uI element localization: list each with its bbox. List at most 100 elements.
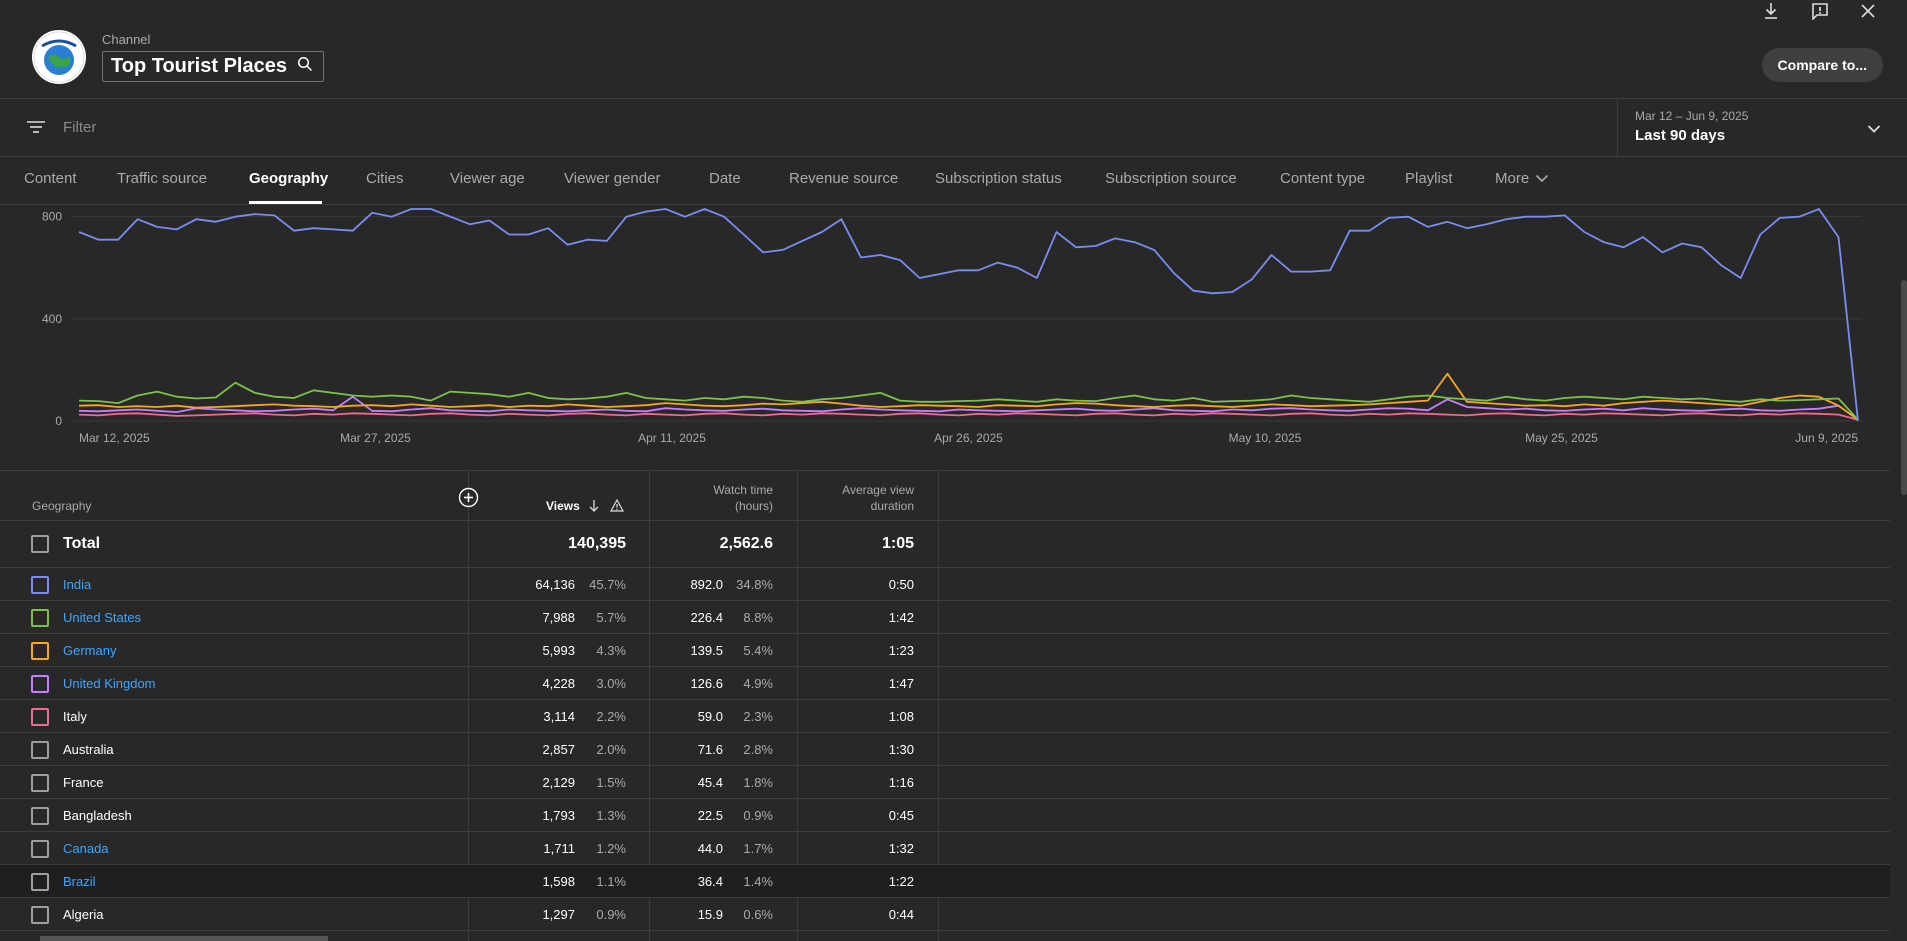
table-row[interactable]: Australia 2,857 2.0% 71.6 2.8% 1:30 [0,733,1890,766]
sort-down-icon[interactable] [588,499,600,518]
row-checkbox[interactable] [31,609,49,627]
views-percent: 4.3% [596,643,626,658]
country-name[interactable]: Brazil [63,874,96,889]
country-name[interactable]: Canada [63,841,109,856]
row-checkbox[interactable] [31,906,49,924]
table-row[interactable]: Bangladesh 1,793 1.3% 22.5 0.9% 0:45 [0,799,1890,832]
watch-time-percent: 8.8% [743,610,773,625]
header-avg-duration[interactable]: Average view [842,483,914,497]
horizontal-scrollbar[interactable] [40,936,328,941]
country-name[interactable]: Germany [63,643,117,658]
tab-content[interactable]: Content [24,170,77,187]
tab-subscription-source[interactable]: Subscription source [1105,170,1237,187]
total-label: Total [63,535,101,552]
header: Channel Top Tourist Places Compare to... [0,0,1907,99]
table-row[interactable]: Germany 5,993 4.3% 139.5 5.4% 1:23 [0,634,1890,667]
x-tick-label: May 25, 2025 [1525,431,1598,445]
row-checkbox[interactable] [31,741,49,759]
views-value: 64,136 [535,577,575,592]
vertical-scrollbar[interactable] [1901,280,1907,495]
row-checkbox[interactable] [31,774,49,792]
search-icon[interactable] [297,56,313,77]
watch-time-value: 139.5 [690,643,723,658]
filter-input[interactable]: Filter [63,119,97,136]
row-checkbox[interactable] [31,576,49,594]
avg-duration-value: 1:47 [888,676,914,691]
series-line[interactable] [78,412,1859,421]
chart-svg: 0 400 800 Mar 12, 2025 Mar 27, 2025 Apr 11, 2… [42,208,1862,445]
tab-content-type[interactable]: Content type [1280,170,1366,187]
watch-time-value: 126.6 [690,676,723,691]
views-value: 1,711 [543,841,575,856]
table-row[interactable]: Italy 3,114 2.2% 59.0 2.3% 1:08 [0,700,1890,733]
row-checkbox[interactable] [31,840,49,858]
views-value: 4,228 [542,676,575,691]
views-percent: 1.1% [596,874,626,889]
tab-more-label: More [1495,170,1530,187]
feedback-icon[interactable] [1809,0,1831,22]
country-name[interactable]: India [63,577,92,592]
row-checkbox[interactable] [31,642,49,660]
tab-more[interactable]: More [1495,170,1549,187]
header-watch-time[interactable]: Watch time [713,483,773,497]
views-value: 1,297 [542,907,575,922]
country-name: Algeria [63,907,104,922]
table-row[interactable]: United Kingdom 4,228 3.0% 126.6 4.9% 1:47 [0,667,1890,700]
filter-icon[interactable] [26,119,46,135]
avg-duration-value: 1:23 [888,643,914,658]
header-views[interactable]: Views [546,499,580,513]
x-tick-label: Apr 26, 2025 [934,431,1003,445]
tab-viewer-age[interactable]: Viewer age [450,170,525,187]
watch-time-percent: 2.3% [743,709,773,724]
row-checkbox[interactable] [31,708,49,726]
avg-duration-value: 0:45 [888,808,914,823]
watch-time-value: 892.0 [690,577,723,592]
download-icon[interactable] [1760,0,1782,22]
tab-geography[interactable]: Geography [249,170,329,187]
country-name: France [63,775,104,790]
series-line[interactable] [78,381,1859,421]
watch-time-value: 45.4 [697,775,723,790]
close-icon[interactable] [1857,0,1879,22]
tab-revenue-source[interactable]: Revenue source [789,170,899,187]
watch-time-percent: 2.8% [743,742,773,757]
header-geography[interactable]: Geography [32,499,92,513]
add-column-icon[interactable] [458,487,479,508]
series-line[interactable] [78,208,1859,422]
total-checkbox[interactable] [31,535,49,553]
compare-button[interactable]: Compare to... [1761,48,1883,82]
views-percent: 1.5% [596,775,626,790]
column-divider [468,471,469,941]
tab-date[interactable]: Date [709,170,741,187]
table-row[interactable]: Canada 1,711 1.2% 44.0 1.7% 1:32 [0,832,1890,865]
x-tick-label: Mar 27, 2025 [340,431,411,445]
warning-icon[interactable] [609,498,625,517]
tab-cities[interactable]: Cities [366,170,404,187]
table-row[interactable]: Brazil 1,598 1.1% 36.4 1.4% 1:22 [0,865,1890,898]
tab-subscription-status[interactable]: Subscription status [935,170,1062,187]
country-name[interactable]: United Kingdom [63,676,156,691]
channel-selector[interactable]: Top Tourist Places [102,51,324,82]
country-name[interactable]: United States [63,610,142,625]
series-line[interactable] [78,372,1859,421]
table-row[interactable]: India 64,136 45.7% 892.0 34.8% 0:50 [0,568,1890,601]
row-checkbox[interactable] [31,873,49,891]
tab-viewer-gender[interactable]: Viewer gender [564,170,661,187]
column-divider [938,471,939,941]
avg-duration-value: 1:08 [888,709,914,724]
chart-divider [0,470,1890,471]
table-header: Geography Views Watch time (hours) Avera… [0,471,1890,521]
table-row[interactable]: United States 7,988 5.7% 226.4 8.8% 1:42 [0,601,1890,634]
series-line[interactable] [78,395,1859,421]
views-value: 7,988 [542,610,575,625]
watch-time-percent: 1.7% [743,841,773,856]
tab-traffic-source[interactable]: Traffic source [117,170,208,187]
table-row[interactable]: Algeria 1,297 0.9% 15.9 0.6% 0:44 [0,898,1890,931]
views-percent: 2.2% [596,709,626,724]
table-row[interactable]: France 2,129 1.5% 45.4 1.8% 1:16 [0,766,1890,799]
date-range-selector[interactable]: Mar 12 – Jun 9, 2025 Last 90 days [1617,99,1907,157]
tab-playlist[interactable]: Playlist [1405,170,1453,187]
row-checkbox[interactable] [31,807,49,825]
watch-time-percent: 1.8% [743,775,773,790]
row-checkbox[interactable] [31,675,49,693]
